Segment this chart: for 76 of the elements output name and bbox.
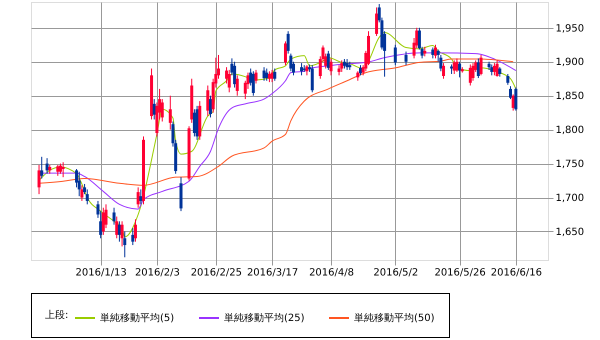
candlestick	[340, 60, 344, 72]
x-tick-label: 2016/4/8	[309, 268, 354, 278]
candlestick	[270, 69, 274, 83]
candlestick	[112, 207, 116, 226]
candlestick	[168, 95, 172, 130]
candlestick	[286, 30, 290, 54]
x-tick-label: 2016/1/13	[76, 268, 127, 278]
candlestick	[490, 64, 494, 76]
x-tick-label: 2016/3/17	[246, 268, 298, 278]
candlestick	[375, 6, 378, 36]
x-tick-label: 2016/2/3	[134, 268, 180, 278]
candlestick	[394, 44, 397, 66]
candlestick	[58, 163, 62, 174]
y-tick-label: 1,650	[556, 226, 584, 238]
candlestick	[326, 50, 330, 70]
candlestick	[305, 64, 308, 76]
legend-label: 単純移動平均(50)	[354, 312, 435, 324]
candlestick	[346, 58, 349, 70]
candlestick	[498, 66, 502, 78]
candlestick	[62, 162, 65, 178]
candlestick	[123, 230, 126, 258]
candlestick	[471, 62, 474, 82]
line-series	[38, 32, 516, 238]
candlestick	[254, 69, 258, 84]
candlestick	[356, 70, 360, 82]
candlestick	[512, 94, 515, 112]
candlestick	[78, 171, 81, 197]
candlestick	[452, 60, 456, 74]
y-tick-label: 1,900	[556, 57, 584, 68]
candlestick	[506, 73, 510, 86]
x-tick-label: 2016/6/16	[490, 268, 542, 278]
candlestick	[338, 64, 341, 76]
y-tick-label: 1,700	[556, 193, 584, 204]
line-series	[38, 58, 514, 186]
x-tick-label: 2016/2/25	[190, 268, 242, 278]
candlestick	[233, 61, 236, 88]
y-tick-label: 1,750	[556, 159, 584, 170]
candlestick	[115, 216, 118, 239]
candlestick	[80, 184, 84, 202]
candlestick	[120, 220, 124, 247]
x-tick-label: 2016/5/2	[373, 268, 418, 278]
candlestick	[38, 164, 41, 195]
candlestick	[134, 218, 137, 242]
candlestick	[508, 86, 512, 100]
candlestick	[330, 58, 333, 76]
candlestick	[236, 74, 239, 96]
candlestick	[273, 68, 276, 82]
legend-title: 上段:	[45, 309, 68, 321]
y-tick-label: 1,850	[556, 91, 584, 102]
candlestick	[480, 54, 483, 76]
candlestick	[289, 53, 292, 72]
candlestick	[423, 46, 426, 57]
y-tick-label: 1,800	[556, 125, 584, 136]
candlestick	[152, 98, 156, 120]
x-tick-label: 2016/5/26	[434, 268, 486, 278]
legend-label: 単純移動平均(5)	[100, 312, 174, 324]
candlestick	[228, 69, 231, 93]
legend-label: 単純移動平均(25)	[224, 312, 305, 324]
y-tick-label: 1,950	[556, 23, 584, 34]
candlestick	[300, 62, 304, 76]
candlestick	[458, 61, 462, 78]
candlestick	[265, 68, 268, 82]
candlestick	[310, 64, 314, 93]
candlestick	[46, 158, 49, 174]
candlestick	[455, 58, 458, 72]
candlestick	[496, 60, 499, 78]
candlestick	[252, 70, 255, 96]
candlestick	[434, 44, 437, 59]
candlestick	[136, 186, 140, 208]
candlestick	[40, 156, 44, 180]
candlestick	[284, 40, 287, 66]
candlestick	[404, 51, 408, 66]
candlestick	[342, 58, 346, 70]
candlestick	[514, 87, 518, 112]
candlestick	[86, 188, 89, 205]
candlestick	[442, 62, 446, 80]
